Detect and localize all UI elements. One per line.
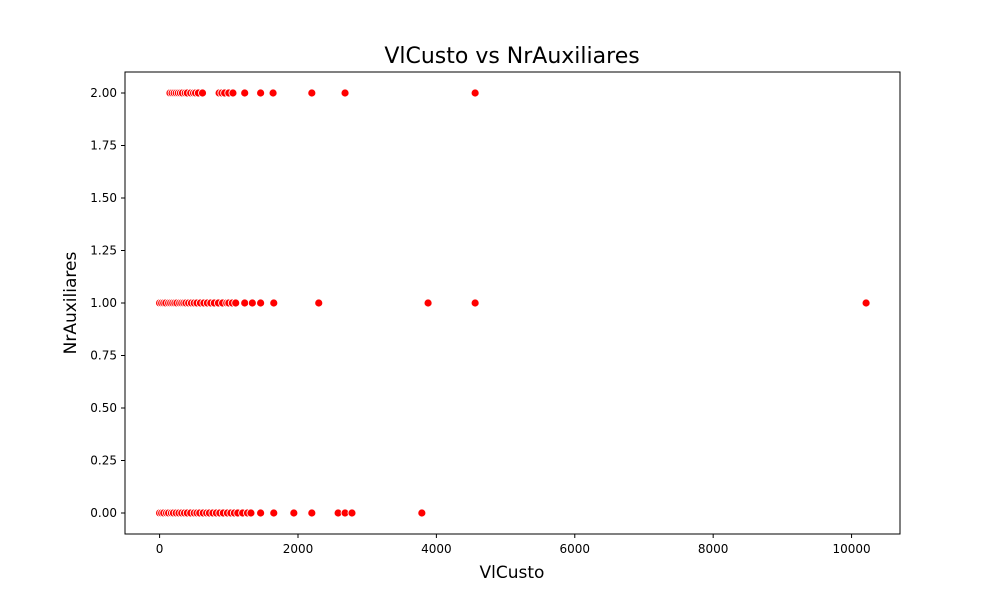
data-point: [268, 88, 278, 98]
y-tick-label: 0.75: [90, 349, 117, 363]
data-point: [307, 508, 317, 518]
data-points: [155, 88, 871, 518]
data-point: [231, 298, 241, 308]
x-tick-label: 6000: [560, 542, 591, 556]
data-point: [470, 88, 480, 98]
data-point: [256, 298, 266, 308]
data-point: [861, 298, 871, 308]
plot-area-frame: [124, 71, 901, 535]
chart-title: VlCusto vs NrAuxiliares: [384, 44, 639, 69]
data-point: [198, 88, 207, 98]
y-tick-label: 2.00: [90, 86, 117, 100]
data-point: [417, 508, 427, 518]
y-tick-label: 0.50: [90, 401, 117, 415]
data-point: [246, 508, 256, 518]
x-axis: 0 2000 4000 6000 8000 10000: [156, 534, 871, 556]
data-point: [247, 298, 257, 308]
data-point: [470, 298, 480, 308]
data-point: [256, 88, 266, 98]
data-point: [423, 298, 433, 308]
y-tick-label: 1.75: [90, 139, 117, 153]
x-tick-label: 0: [156, 542, 164, 556]
y-tick-label: 0.25: [90, 454, 117, 468]
data-point: [340, 88, 350, 98]
data-point: [240, 88, 250, 98]
y-tick-label: 0.00: [90, 506, 117, 520]
x-tick-label: 4000: [421, 542, 452, 556]
y-axis: 0.00 0.25 0.50 0.75 1.00 1.25 1.50 1.75 2.00: [90, 86, 125, 520]
data-point: [228, 88, 238, 98]
data-point: [269, 508, 279, 518]
y-axis-label: NrAuxiliares: [61, 252, 81, 355]
x-tick-label: 10000: [832, 542, 870, 556]
data-point: [307, 88, 317, 98]
data-point: [256, 508, 266, 518]
data-point: [314, 298, 324, 308]
x-axis-label: VlCusto: [480, 563, 545, 583]
data-point: [240, 298, 250, 308]
y-tick-label: 1.00: [90, 296, 117, 310]
x-tick-label: 2000: [283, 542, 314, 556]
data-point: [289, 508, 299, 518]
data-point: [269, 298, 279, 308]
data-point: [347, 508, 357, 518]
x-tick-label: 8000: [698, 542, 729, 556]
y-tick-label: 1.25: [90, 244, 117, 258]
y-tick-label: 1.50: [90, 191, 117, 205]
